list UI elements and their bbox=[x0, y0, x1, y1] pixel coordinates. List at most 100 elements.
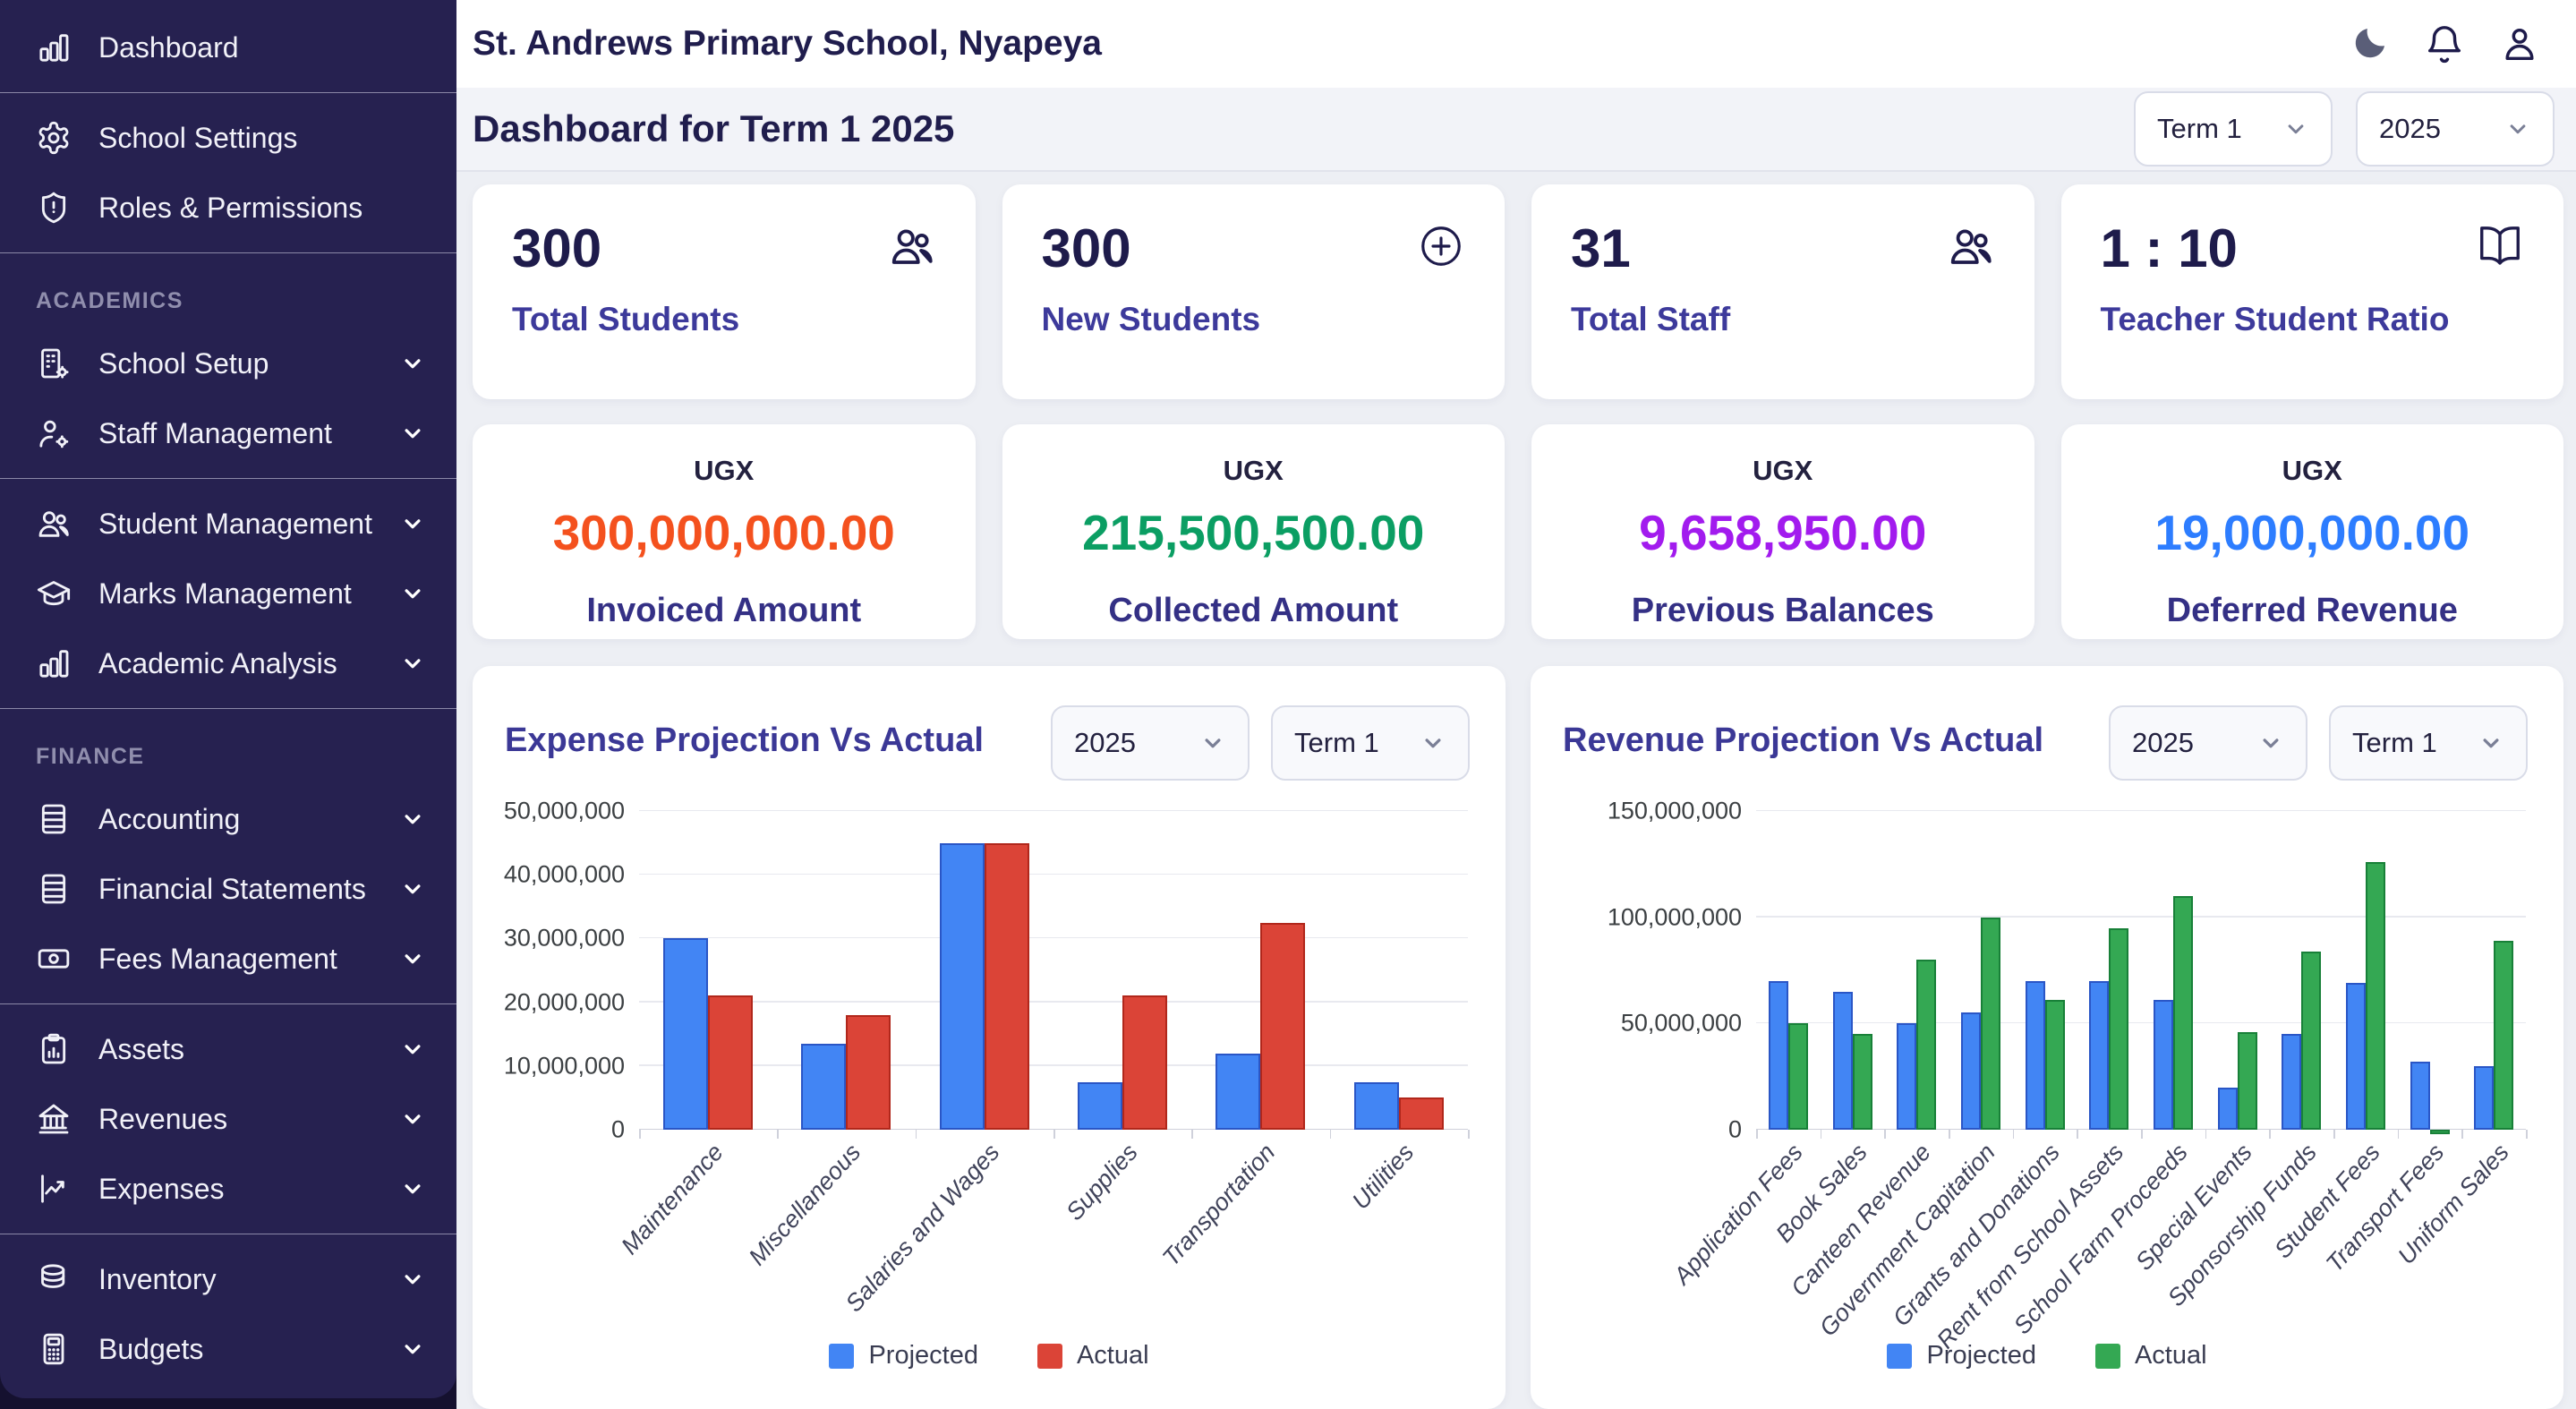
revenue-projection-vs-actual-card: Revenue Projection Vs Actual 2025 Term 1 0 5… bbox=[1531, 666, 2563, 1409]
sidebar-item-expenses[interactable]: Expenses bbox=[0, 1154, 456, 1224]
bar-actual bbox=[1916, 960, 1937, 1130]
sidebar-divider bbox=[0, 1003, 456, 1004]
bar-projected bbox=[2153, 1000, 2173, 1130]
stat-label: Total Students bbox=[512, 301, 740, 337]
chart-legend: Projected Actual bbox=[1531, 1341, 2563, 1371]
bar-projected bbox=[1897, 1023, 1917, 1130]
shield-icon bbox=[36, 190, 72, 226]
sidebar-item-budgets[interactable]: Budgets bbox=[0, 1314, 456, 1384]
sidebar-item-staff-management[interactable]: Staff Management bbox=[0, 398, 456, 468]
bar-actual bbox=[846, 1015, 891, 1130]
sidebar-item-fees-management[interactable]: Fees Management bbox=[0, 924, 456, 994]
ledger-icon bbox=[36, 801, 72, 837]
legend-label: Actual bbox=[1076, 1341, 1149, 1370]
year-select-value: 2025 bbox=[2379, 113, 2441, 145]
sidebar-item-label: Financial Statements bbox=[98, 872, 366, 905]
gridline bbox=[1756, 1128, 2526, 1130]
sidebar-item-staff-payroll[interactable]: Staff Payroll bbox=[0, 1384, 456, 1398]
stat-value: 300 bbox=[512, 218, 602, 278]
chart-title: Revenue Projection Vs Actual bbox=[1563, 722, 2044, 759]
chart-term-select[interactable]: Term 1 bbox=[1271, 705, 1470, 781]
stat-label: Teacher Student Ratio bbox=[2100, 301, 2450, 337]
chart-year-select[interactable]: 2025 bbox=[2109, 705, 2307, 781]
money-label: Deferred Revenue bbox=[2166, 592, 2458, 629]
chevron-down-icon bbox=[2282, 115, 2309, 142]
bar-group-miscellaneous bbox=[777, 811, 915, 1130]
legend-swatch bbox=[2094, 1343, 2120, 1369]
dark-mode-moon-icon[interactable] bbox=[2349, 23, 2390, 64]
bar-actual bbox=[2172, 896, 2193, 1130]
currency-code: UGX bbox=[2282, 455, 2342, 486]
stat-value: 300 bbox=[1041, 218, 1131, 278]
x-axis-tick bbox=[1468, 1130, 1470, 1139]
chart-term-select[interactable]: Term 1 bbox=[2329, 705, 2528, 781]
sidebar-item-label: Staff Management bbox=[98, 416, 332, 449]
bar-projected bbox=[801, 1044, 847, 1130]
sidebar-item-accounting[interactable]: Accounting bbox=[0, 784, 456, 854]
users-icon bbox=[1947, 222, 1995, 270]
bar-projected bbox=[1215, 1054, 1261, 1130]
sidebar-item-school-setup[interactable]: School Setup bbox=[0, 329, 456, 398]
sidebar-divider bbox=[0, 478, 456, 479]
term-select-value: Term 1 bbox=[2157, 113, 2242, 145]
gridline bbox=[639, 873, 1468, 875]
sidebar-item-label: Assets bbox=[98, 1032, 185, 1065]
book-open-icon bbox=[2476, 222, 2524, 270]
sidebar-item-dashboard[interactable]: Dashboard bbox=[0, 13, 456, 82]
bar-group-application-fees bbox=[1756, 811, 1821, 1130]
bar-group-utilities bbox=[1330, 811, 1468, 1130]
notifications-bell-icon[interactable] bbox=[2424, 23, 2465, 64]
gridline bbox=[639, 1001, 1468, 1003]
chart-year-select-value: 2025 bbox=[1074, 727, 1136, 758]
sidebar-item-inventory[interactable]: Inventory bbox=[0, 1244, 456, 1314]
expense-projection-vs-actual-card: Expense Projection Vs Actual 2025 Term 1 0 1… bbox=[473, 666, 1506, 1409]
banknote-icon bbox=[36, 941, 72, 977]
legend-item-projected: Projected bbox=[829, 1341, 978, 1371]
currency-code: UGX bbox=[1223, 455, 1284, 486]
x-axis-tick bbox=[2205, 1130, 2207, 1139]
money-label: Invoiced Amount bbox=[586, 592, 862, 629]
bar-projected bbox=[2474, 1066, 2495, 1130]
chart-header: Expense Projection Vs Actual 2025 Term 1 bbox=[473, 666, 1506, 781]
sidebar-item-student-management[interactable]: Student Management bbox=[0, 489, 456, 559]
subheader-filters: Term 1 2025 bbox=[2134, 91, 2555, 167]
sidebar-item-roles-permissions[interactable]: Roles & Permissions bbox=[0, 173, 456, 243]
currency-code: UGX bbox=[694, 455, 755, 486]
chevron-down-icon bbox=[2504, 115, 2531, 142]
chart-year-select[interactable]: 2025 bbox=[1051, 705, 1250, 781]
sidebar: Dashboard School Settings Roles & Permissi… bbox=[0, 0, 456, 1409]
profile-user-icon[interactable] bbox=[2499, 23, 2540, 64]
bar-group-government-capitation bbox=[1949, 811, 2013, 1130]
chevron-down-icon bbox=[399, 510, 426, 537]
bar-projected bbox=[2025, 981, 2045, 1130]
bar-actual bbox=[1260, 923, 1306, 1130]
money-card-invoiced-amount: UGX 300,000,000.00 Invoiced Amount bbox=[473, 424, 976, 639]
stat-card-teacher-student-ratio: 1 : 10 Teacher Student Ratio bbox=[2060, 184, 2563, 399]
sidebar-item-label: Fees Management bbox=[98, 942, 337, 975]
sidebar-item-marks-management[interactable]: Marks Management bbox=[0, 559, 456, 628]
x-axis-tick bbox=[777, 1130, 779, 1139]
bar-chart-icon bbox=[36, 645, 72, 681]
sidebar-item-school-settings[interactable]: School Settings bbox=[0, 103, 456, 173]
term-select[interactable]: Term 1 bbox=[2134, 91, 2333, 167]
bar-projected bbox=[2282, 1034, 2302, 1130]
bar-projected bbox=[2217, 1088, 2238, 1130]
chevron-down-icon bbox=[399, 350, 426, 377]
sidebar-section-academics: ACADEMICS bbox=[36, 288, 183, 313]
sidebar-item-assets[interactable]: Assets bbox=[0, 1014, 456, 1084]
gridline bbox=[639, 1064, 1468, 1066]
y-tick-label: 40,000,000 bbox=[503, 860, 625, 888]
sidebar-item-financial-statements[interactable]: Financial Statements bbox=[0, 854, 456, 924]
x-axis-tick bbox=[2269, 1130, 2271, 1139]
money-value: 9,658,950.00 bbox=[1639, 505, 1927, 560]
sidebar-item-revenues[interactable]: Revenues bbox=[0, 1084, 456, 1154]
gear-icon bbox=[36, 120, 72, 156]
year-select[interactable]: 2025 bbox=[2356, 91, 2555, 167]
bar-projected bbox=[2410, 1062, 2430, 1130]
x-axis-tick bbox=[1884, 1130, 1886, 1139]
sidebar-item-label: Marks Management bbox=[98, 576, 352, 610]
ledger-icon bbox=[36, 871, 72, 907]
top-header: St. Andrews Primary School, Nyapeya bbox=[456, 0, 2576, 89]
user-gear-icon bbox=[36, 415, 72, 451]
sidebar-item-academic-analysis[interactable]: Academic Analysis bbox=[0, 628, 456, 698]
